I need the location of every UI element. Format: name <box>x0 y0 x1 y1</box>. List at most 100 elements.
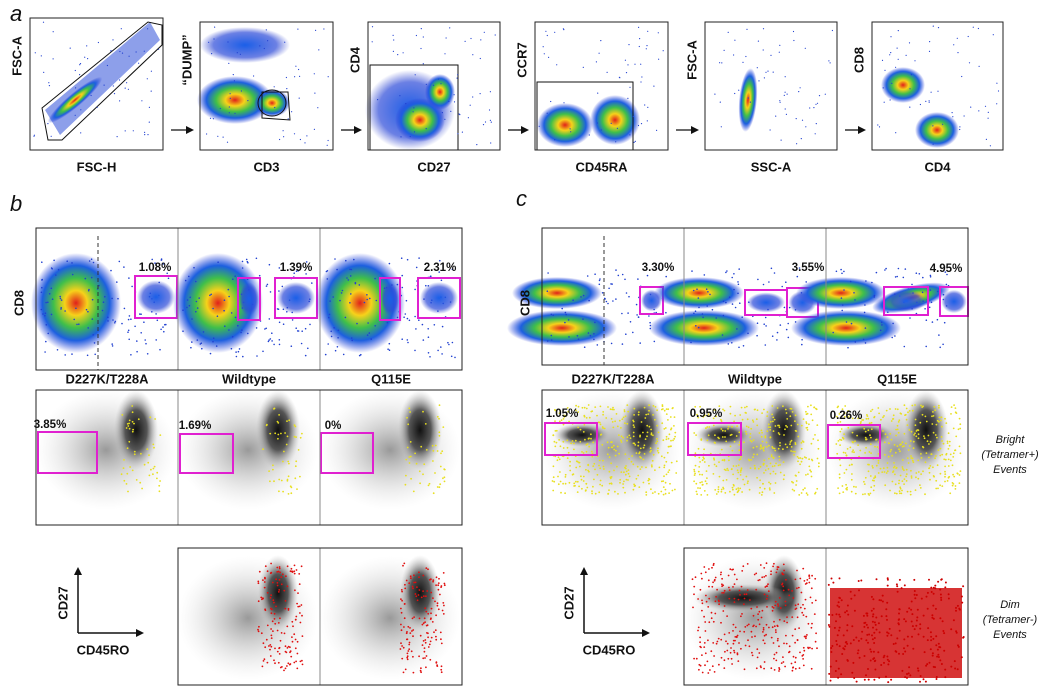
event-dot <box>959 418 961 420</box>
event-dot <box>773 563 775 565</box>
event-dot <box>733 650 735 652</box>
event-dot <box>600 434 602 436</box>
event-dot <box>491 122 492 123</box>
side-note: (Tetramer-) <box>983 614 1038 626</box>
event-dot <box>836 613 838 615</box>
event-dot <box>84 57 85 58</box>
event-dot <box>828 673 830 675</box>
event-dot <box>706 483 708 485</box>
event-dot <box>585 483 587 485</box>
event-dot <box>278 662 280 664</box>
event-dot <box>947 442 949 444</box>
event-dot <box>440 346 442 348</box>
event-dot <box>159 480 161 482</box>
event-dot <box>128 319 130 321</box>
event-dot <box>706 288 708 290</box>
event-dot <box>850 281 852 283</box>
event-dot <box>656 441 658 443</box>
event-dot <box>720 428 722 430</box>
event-dot <box>658 32 659 33</box>
event-dot <box>955 407 957 409</box>
event-dot <box>239 348 241 350</box>
event-dot <box>961 602 963 604</box>
event-dot <box>830 647 832 649</box>
event-dot <box>558 439 560 441</box>
event-dot <box>871 422 873 424</box>
event-dot <box>132 431 134 433</box>
event-dot <box>547 272 549 274</box>
event-dot <box>697 598 699 600</box>
event-dot <box>748 97 749 98</box>
event-dot <box>186 307 188 309</box>
event-dot <box>770 667 772 669</box>
event-dot <box>140 453 142 455</box>
event-dot <box>886 635 888 637</box>
event-dot <box>565 312 567 314</box>
event-dot <box>735 465 737 467</box>
event-dot <box>403 672 405 674</box>
event-dot <box>941 485 943 487</box>
event-dot <box>881 471 883 473</box>
event-dot <box>121 28 122 29</box>
event-dot <box>147 462 149 464</box>
event-dot <box>620 427 622 429</box>
event-dot <box>897 445 899 447</box>
event-dot <box>746 406 748 408</box>
event-dot <box>426 128 427 129</box>
event-dot <box>599 278 601 280</box>
event-dot <box>871 634 873 636</box>
event-dot <box>729 568 731 570</box>
event-dot <box>626 292 628 294</box>
event-dot <box>769 437 771 439</box>
event-dot <box>584 346 586 348</box>
event-dot <box>764 661 766 663</box>
event-dot <box>656 438 658 440</box>
event-dot <box>936 678 938 680</box>
event-dot <box>872 480 874 482</box>
event-dot <box>547 340 549 342</box>
event-dot <box>553 465 555 467</box>
event-dot <box>710 650 712 652</box>
event-dot <box>389 349 391 351</box>
event-dot <box>111 50 112 51</box>
event-dot <box>448 344 450 346</box>
event-dot <box>797 460 799 462</box>
event-dot <box>769 487 771 489</box>
event-dot <box>628 296 630 298</box>
event-dot <box>705 571 707 573</box>
event-dot <box>701 481 703 483</box>
event-dot <box>279 339 281 341</box>
event-dot <box>721 126 722 127</box>
event-dot <box>92 318 94 320</box>
event-dot <box>830 651 832 653</box>
density-blob <box>239 282 259 316</box>
event-dot <box>730 446 732 448</box>
event-dot <box>666 408 668 410</box>
event-dot <box>721 62 722 63</box>
event-dot <box>898 613 900 615</box>
event-dot <box>387 322 389 324</box>
event-dot <box>932 605 934 607</box>
event-dot <box>778 456 780 458</box>
event-dot <box>701 610 703 612</box>
event-dot <box>759 432 761 434</box>
event-dot <box>835 620 837 622</box>
event-dot <box>654 419 656 421</box>
arrow-head <box>642 629 650 637</box>
event-dot <box>279 647 281 649</box>
event-dot <box>335 350 337 352</box>
event-dot <box>904 676 906 678</box>
event-dot <box>742 565 744 567</box>
event-dot <box>198 297 200 299</box>
event-dot <box>834 627 836 629</box>
event-dot <box>842 491 844 493</box>
event-dot <box>406 580 408 582</box>
event-dot <box>716 643 718 645</box>
event-dot <box>766 465 768 467</box>
event-dot <box>897 48 898 49</box>
event-dot <box>846 630 848 632</box>
density-blob <box>420 282 458 314</box>
event-dot <box>367 334 369 336</box>
event-dot <box>664 457 666 459</box>
event-dot <box>941 454 943 456</box>
